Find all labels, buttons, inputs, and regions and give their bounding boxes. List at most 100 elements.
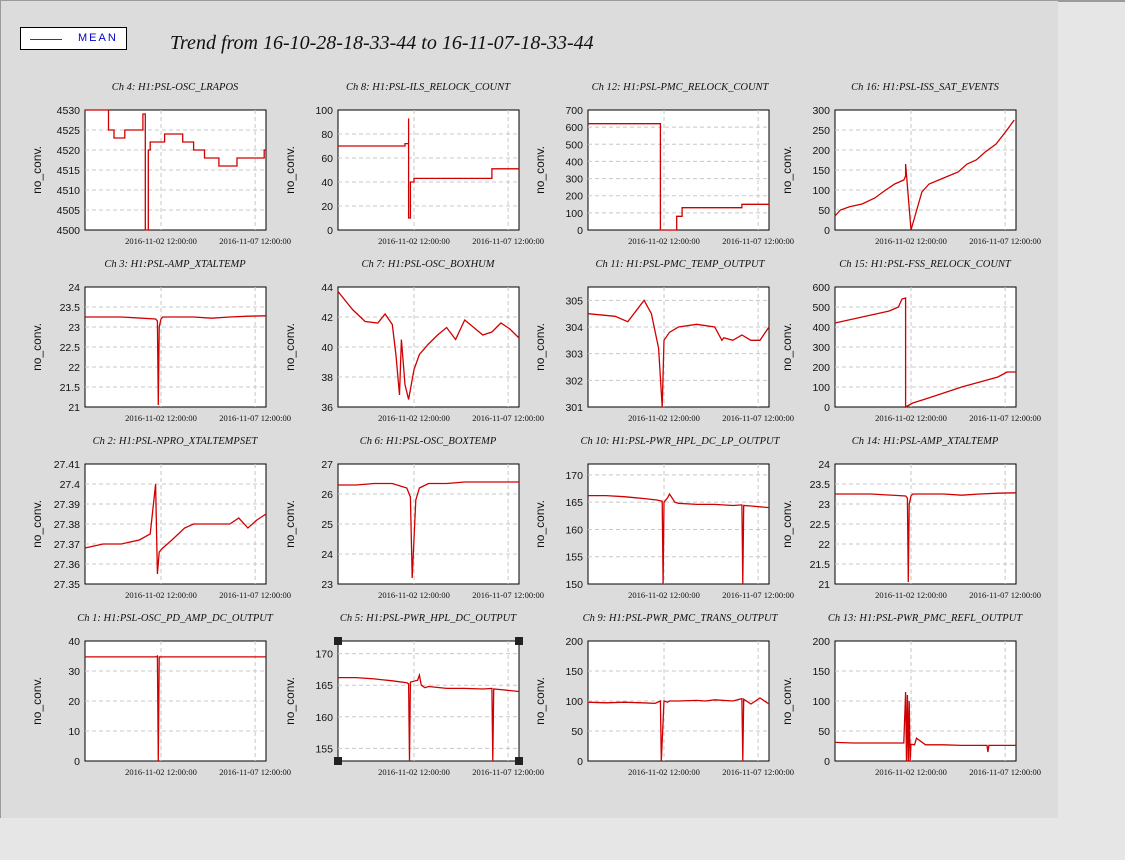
- plot-area: [834, 286, 1017, 408]
- chart-title: Ch 12: H1:PSL-PMC_RELOCK_COUNT: [592, 82, 770, 93]
- x-tick-label: 2016-11-07 12:00:00: [472, 590, 544, 600]
- y-tick-label: 20: [321, 201, 333, 213]
- chart-panel: Ch 2: H1:PSL-NPRO_XTALTEMPSET 27.41 27.4 27…: [30, 436, 291, 600]
- y-tick-label: 500: [565, 139, 583, 151]
- chart-title: Ch 4: H1:PSL-OSC_LRAPOS: [112, 82, 239, 93]
- chart-title: Ch 15: H1:PSL-FSS_RELOCK_COUNT: [839, 259, 1012, 270]
- x-tick-label: 2016-11-02 12:00:00: [875, 236, 947, 246]
- y-tick-label: 165: [565, 497, 583, 509]
- y-axis-label: no_conv.: [30, 146, 44, 194]
- y-tick-label: 200: [812, 636, 830, 648]
- y-axis-label: no_conv.: [533, 677, 547, 725]
- chart-panel: Ch 11: H1:PSL-PMC_TEMP_OUTPUT 305 304 303 30…: [533, 259, 794, 423]
- y-tick-label: 300: [812, 105, 830, 117]
- y-tick-label: 4530: [57, 105, 81, 117]
- y-tick-label: 200: [812, 362, 830, 374]
- legend-swatch: [30, 39, 62, 40]
- y-axis-label: no_conv.: [780, 146, 794, 194]
- series-line: [587, 299, 770, 408]
- y-tick-label: 400: [565, 156, 583, 168]
- x-tick-label: 2016-11-02 12:00:00: [125, 413, 197, 423]
- series-line: [85, 654, 266, 762]
- x-tick-label: 2016-11-07 12:00:00: [722, 413, 794, 423]
- selection-handle: [334, 637, 342, 645]
- y-tick-label: 0: [74, 756, 80, 768]
- series-line: [834, 119, 1015, 231]
- x-tick-label: 2016-11-07 12:00:00: [219, 590, 291, 600]
- series-line: [85, 315, 267, 406]
- y-tick-label: 160: [565, 524, 583, 536]
- y-tick-label: 0: [824, 402, 830, 414]
- x-tick-label: 2016-11-07 12:00:00: [969, 767, 1041, 777]
- x-tick-label: 2016-11-02 12:00:00: [875, 590, 947, 600]
- y-tick-label: 150: [565, 666, 583, 678]
- x-tick-label: 2016-11-02 12:00:00: [628, 767, 700, 777]
- y-axis-label: no_conv.: [30, 677, 44, 725]
- x-tick-label: 2016-11-02 12:00:00: [628, 590, 700, 600]
- y-axis-label: no_conv.: [283, 500, 297, 548]
- plot-area: [84, 463, 267, 585]
- y-tick-label: 80: [321, 129, 333, 141]
- y-tick-label: 4505: [57, 205, 81, 217]
- y-tick-label: 300: [812, 342, 830, 354]
- y-tick-label: 27.37: [54, 539, 80, 551]
- x-tick-label: 2016-11-07 12:00:00: [219, 413, 291, 423]
- y-tick-label: 23: [68, 322, 80, 334]
- series-line: [834, 691, 1016, 762]
- x-tick-label: 2016-11-07 12:00:00: [472, 413, 544, 423]
- x-tick-label: 2016-11-07 12:00:00: [722, 767, 794, 777]
- chart-panel: Ch 10: H1:PSL-PWR_HPL_DC_LP_OUTPUT 170 165…: [533, 436, 794, 600]
- plot-area: [587, 109, 770, 231]
- y-tick-label: 305: [565, 295, 583, 307]
- x-tick-label: 2016-11-02 12:00:00: [125, 767, 197, 777]
- y-tick-label: 25: [321, 519, 333, 531]
- x-tick-label: 2016-11-02 12:00:00: [875, 767, 947, 777]
- series-line: [337, 291, 520, 400]
- y-tick-label: 100: [565, 696, 583, 708]
- y-tick-label: 200: [565, 636, 583, 648]
- y-axis-label: no_conv.: [30, 500, 44, 548]
- chart-panel: Ch 12: H1:PSL-PMC_RELOCK_COUNT 700 600 500 4…: [533, 82, 794, 246]
- series-line: [338, 672, 520, 762]
- x-tick-label: 2016-11-02 12:00:00: [125, 590, 197, 600]
- x-tick-label: 2016-11-02 12:00:00: [628, 236, 700, 246]
- x-tick-label: 2016-11-02 12:00:00: [378, 767, 450, 777]
- y-tick-label: 24: [68, 282, 80, 294]
- chart-panel: Ch 8: H1:PSL-ILS_RELOCK_COUNT 100 80 60 40 20…: [283, 82, 544, 246]
- chart-title: Ch 5: H1:PSL-PWR_HPL_DC_OUTPUT: [340, 613, 517, 624]
- y-axis-label: no_conv.: [780, 677, 794, 725]
- y-tick-label: 600: [812, 282, 830, 294]
- series-line: [338, 118, 519, 219]
- x-tick-label: 2016-11-02 12:00:00: [378, 413, 450, 423]
- chart-title: Ch 6: H1:PSL-OSC_BOXTEMP: [360, 436, 497, 447]
- plot-area: [337, 640, 520, 762]
- y-axis-label: no_conv.: [283, 146, 297, 194]
- y-tick-label: 100: [812, 382, 830, 394]
- y-tick-label: 36: [321, 402, 333, 414]
- y-tick-label: 165: [315, 680, 333, 692]
- x-tick-label: 2016-11-02 12:00:00: [378, 590, 450, 600]
- y-tick-label: 100: [315, 105, 333, 117]
- y-tick-label: 170: [315, 649, 333, 661]
- y-tick-label: 155: [565, 552, 583, 564]
- chart-title: Ch 13: H1:PSL-PWR_PMC_REFL_OUTPUT: [828, 613, 1023, 624]
- y-tick-label: 200: [565, 191, 583, 203]
- y-tick-label: 50: [571, 726, 583, 738]
- x-tick-label: 2016-11-07 12:00:00: [722, 236, 794, 246]
- x-tick-label: 2016-11-07 12:00:00: [472, 767, 544, 777]
- chart-title: Ch 10: H1:PSL-PWR_HPL_DC_LP_OUTPUT: [581, 436, 781, 447]
- legend-box: MEAN: [20, 27, 127, 50]
- x-tick-label: 2016-11-07 12:00:00: [969, 413, 1041, 423]
- y-tick-label: 23: [818, 499, 830, 511]
- y-tick-label: 100: [812, 696, 830, 708]
- y-tick-label: 0: [824, 225, 830, 237]
- series-line: [588, 492, 770, 585]
- y-tick-label: 27: [321, 459, 333, 471]
- chart-panel: Ch 13: H1:PSL-PWR_PMC_REFL_OUTPUT 200 150 1…: [780, 613, 1041, 777]
- plot-area: [337, 286, 520, 408]
- y-tick-label: 155: [315, 743, 333, 755]
- chart-title: Ch 7: H1:PSL-OSC_BOXHUM: [362, 259, 496, 270]
- y-axis-label: no_conv.: [780, 500, 794, 548]
- page-title: Trend from 16-10-28-18-33-44 to 16-11-07…: [170, 32, 594, 54]
- y-tick-label: 27.36: [54, 559, 80, 571]
